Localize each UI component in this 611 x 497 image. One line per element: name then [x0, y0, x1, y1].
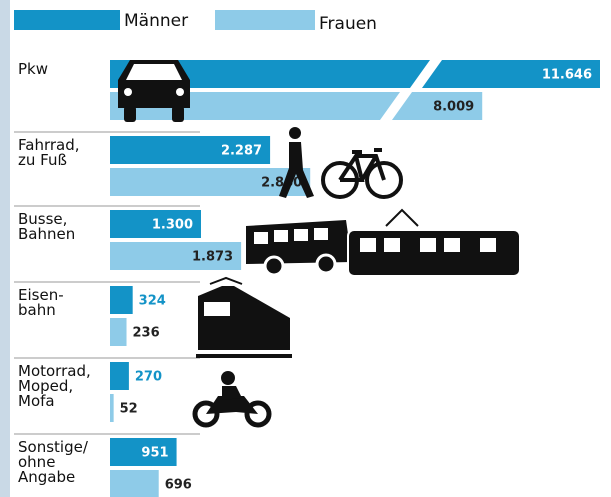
bar: [110, 470, 159, 497]
bar: [110, 242, 242, 270]
category-label: Fahrrad, zu Fuß: [18, 136, 80, 169]
bar: [110, 362, 129, 390]
value-label: 8.009: [433, 100, 474, 115]
value-label: 2.860: [261, 176, 302, 191]
value-label: 951: [141, 446, 168, 461]
bar: [110, 168, 311, 196]
category-label: Eisen- bahn: [18, 286, 64, 319]
value-label: 2.287: [221, 144, 262, 159]
bar: [110, 394, 114, 422]
legend-swatch: [215, 10, 315, 30]
bar: [110, 318, 127, 346]
value-label: 236: [133, 326, 160, 341]
category-label: Busse, Bahnen: [18, 210, 76, 243]
bar: [110, 438, 177, 466]
icons: [118, 60, 521, 428]
tram-icon: [385, 208, 419, 227]
value-label: 324: [139, 294, 166, 309]
pedestrian-icon: [289, 127, 301, 139]
bar: [110, 60, 600, 88]
axis-break: [380, 92, 412, 120]
train-icon: [198, 286, 290, 350]
category-label: Pkw: [18, 60, 48, 78]
category-label: Sonstige/ ohne Angabe: [18, 438, 88, 486]
value-label: 52: [120, 402, 138, 417]
motorbike-icon: [192, 400, 220, 428]
category-label: Motorrad, Moped, Mofa: [18, 362, 91, 410]
legend-label: Frauen: [319, 14, 377, 34]
value-label: 270: [135, 370, 162, 385]
side-strip: [0, 0, 10, 497]
bicycle-icon: [321, 148, 403, 199]
value-label: 1.300: [152, 218, 193, 233]
value-label: 696: [165, 478, 192, 493]
bar: [110, 210, 201, 238]
bar: [110, 286, 133, 314]
value-label: 1.873: [192, 250, 233, 265]
bar: [110, 136, 271, 164]
legend-label: Männer: [124, 11, 188, 31]
value-label: 11.646: [542, 68, 592, 83]
axis-break: [410, 60, 442, 88]
legend-swatch: [14, 10, 120, 30]
